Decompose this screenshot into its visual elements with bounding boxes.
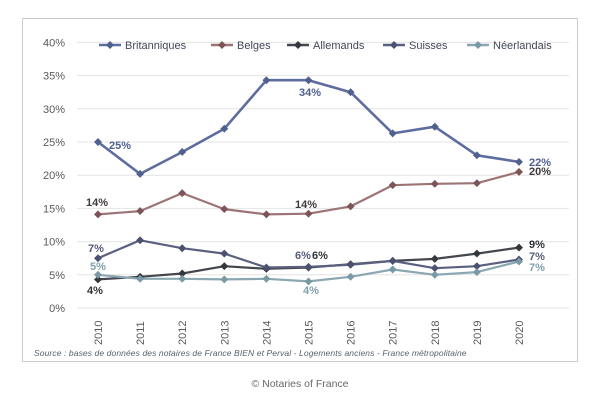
- series-marker-belges: [515, 167, 523, 176]
- series-marker-britanniques: [94, 138, 102, 146]
- x-axis-tick-label: 2019: [472, 321, 484, 345]
- series-marker-allemands: [94, 275, 102, 284]
- series-marker-suisses: [94, 254, 102, 263]
- y-axis-tick-label: 20%: [43, 170, 65, 182]
- series-marker-allemands: [515, 243, 523, 252]
- series-marker-neerlandais: [388, 265, 397, 274]
- series-marker-neerlandais: [430, 270, 439, 279]
- point-label: 4%: [303, 285, 319, 297]
- series-marker-britanniques: [220, 124, 229, 133]
- legend-label-allemands: Allemands: [313, 40, 365, 52]
- series-marker-suisses: [220, 249, 229, 258]
- series-marker-britanniques: [430, 122, 439, 131]
- series-marker-neerlandais: [304, 277, 313, 286]
- point-label: 25%: [109, 140, 131, 152]
- series-marker-neerlandais: [262, 274, 271, 283]
- legend-label-belges: Belges: [237, 40, 271, 52]
- x-axis-tick-label: 2012: [177, 321, 189, 345]
- series-marker-belges: [94, 210, 102, 219]
- x-axis-tick-label: 2015: [304, 321, 316, 345]
- series-marker-neerlandais: [94, 270, 102, 279]
- y-axis-tick-label: 10%: [43, 237, 65, 249]
- series-marker-belges: [388, 181, 397, 190]
- point-label: 14%: [86, 197, 108, 209]
- point-label: 14%: [295, 199, 317, 211]
- series-marker-allemands: [430, 254, 439, 263]
- series-marker-britanniques: [388, 129, 397, 138]
- point-label: 9%: [529, 239, 545, 251]
- series-marker-allemands: [220, 262, 229, 271]
- chart-panel: 0% 5% 10% 15% 20% 25% 30% 35% 40% 2010 2011 2012 201…: [22, 18, 578, 362]
- line-chart: 0% 5% 10% 15% 20% 25% 30% 35% 40% 2010 2011 2012 201…: [43, 37, 569, 345]
- series-marker-britanniques: [178, 147, 187, 156]
- series-marker-neerlandais: [220, 275, 229, 284]
- x-axis-tick-label: 2018: [430, 321, 442, 345]
- series-marker-neerlandais: [346, 272, 355, 281]
- x-axis-tick-label: 2014: [261, 321, 273, 345]
- series-marker-allemands: [472, 249, 481, 258]
- x-axis-tick-label: 2020: [514, 321, 526, 345]
- y-axis-tick-label: 35%: [43, 71, 65, 83]
- y-axis-tick-label: 5%: [49, 270, 65, 282]
- series-marker-suisses: [430, 264, 439, 273]
- legend-marker-icon-britanniques: [106, 41, 114, 49]
- series-marker-suisses: [346, 260, 355, 269]
- series-marker-belges: [178, 189, 187, 198]
- point-label: 7%: [88, 243, 104, 255]
- series-marker-suisses: [178, 244, 187, 253]
- series-marker-neerlandais: [136, 274, 145, 283]
- series-marker-suisses: [304, 262, 313, 271]
- legend-marker-icon-suisses: [390, 41, 398, 49]
- series-marker-belges: [220, 205, 229, 214]
- series-marker-suisses: [136, 236, 145, 245]
- series-marker-belges: [262, 210, 271, 219]
- point-label: 5%: [90, 261, 106, 273]
- point-label: 4%: [87, 285, 103, 297]
- x-axis-tick-label: 2010: [93, 321, 105, 345]
- series-marker-britanniques: [136, 169, 145, 178]
- series-marker-belges: [304, 209, 313, 218]
- series-marker-suisses: [388, 256, 397, 265]
- legend-marker-icon-neerlandais: [474, 41, 482, 49]
- x-axis-tick-label: 2013: [219, 321, 231, 345]
- series-marker-neerlandais: [178, 274, 187, 283]
- legend-label-suisses: Suisses: [409, 40, 448, 52]
- legend-label-britanniques: Britanniques: [125, 40, 187, 52]
- series-marker-britanniques: [346, 88, 355, 97]
- legend-marker-icon-belges: [218, 41, 226, 49]
- point-label: 7%: [529, 251, 545, 263]
- series-marker-belges: [136, 207, 145, 216]
- series-marker-britanniques: [472, 151, 481, 160]
- series-marker-britanniques: [262, 76, 271, 85]
- x-axis-tick-label: 2011: [135, 321, 147, 345]
- series-marker-belges: [346, 202, 355, 211]
- point-label: 20%: [529, 166, 551, 178]
- point-label: 34%: [299, 87, 321, 99]
- y-axis-tick-label: 0%: [49, 303, 65, 315]
- point-label: 7%: [529, 262, 545, 274]
- series-marker-britanniques: [515, 157, 523, 166]
- legend-label-neerlandais: Néerlandais: [493, 40, 552, 52]
- legend-marker-icon-allemands: [294, 41, 302, 49]
- copyright-text: © Notaries of France: [251, 378, 349, 390]
- series-marker-belges: [430, 179, 439, 188]
- series-marker-suisses: [262, 263, 271, 272]
- y-axis-tick-label: 15%: [43, 203, 65, 215]
- series-marker-belges: [472, 179, 481, 188]
- point-label: 22%: [529, 157, 551, 169]
- series-marker-neerlandais: [515, 257, 523, 266]
- point-label: 6%: [295, 250, 311, 262]
- source-note: Source : bases de données des notaires d…: [34, 348, 467, 358]
- series-marker-britanniques: [304, 76, 313, 85]
- point-label: 6%: [312, 250, 328, 262]
- series-marker-neerlandais: [472, 268, 481, 277]
- y-axis-tick-label: 40%: [43, 37, 65, 49]
- y-axis-tick-label: 30%: [43, 104, 65, 116]
- x-axis-tick-label: 2017: [388, 321, 400, 345]
- x-axis-tick-label: 2016: [346, 321, 358, 345]
- y-axis-tick-label: 25%: [43, 137, 65, 149]
